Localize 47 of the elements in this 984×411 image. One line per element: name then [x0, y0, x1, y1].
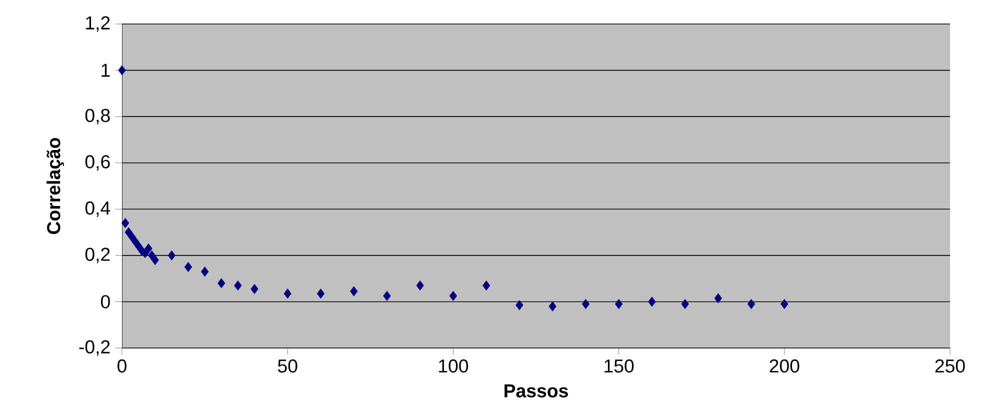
point [148, 250, 156, 260]
point [151, 255, 159, 265]
point [168, 250, 176, 260]
point [141, 248, 149, 258]
point [449, 290, 457, 301]
y-tick-label: 0,2 [85, 248, 110, 264]
x-tick-label: 100 [439, 359, 468, 373]
point [234, 280, 242, 290]
point [284, 288, 292, 299]
x-axis-title: Passos [504, 384, 568, 398]
x-tick-label: 0 [118, 359, 126, 373]
point [250, 284, 258, 294]
point [122, 218, 130, 228]
point [350, 286, 358, 296]
point [681, 299, 689, 309]
y-tick-label: 1,2 [86, 16, 110, 32]
point [201, 266, 209, 277]
y-axis-title: Correlação [46, 138, 64, 234]
point [416, 280, 424, 290]
y-tick-label: 1 [102, 64, 110, 77]
point [582, 299, 590, 309]
point [124, 227, 132, 238]
point [714, 293, 722, 304]
point [548, 301, 556, 312]
y-tick-label: 0,4 [85, 201, 110, 217]
point [482, 280, 490, 290]
y-tick-label: 0 [100, 295, 110, 308]
point [316, 288, 324, 299]
point [144, 244, 152, 254]
x-tick-label: 50 [278, 359, 298, 373]
point [516, 300, 524, 310]
point [128, 232, 136, 242]
point [748, 299, 756, 309]
point [615, 299, 623, 309]
x-tick-label: 250 [935, 359, 965, 373]
y-tick-label: -0,2 [79, 340, 110, 356]
y-tick-label: 0,6 [85, 155, 110, 171]
x-tick-label: 150 [604, 359, 634, 373]
point [118, 65, 126, 76]
point [184, 262, 192, 272]
point [648, 296, 656, 307]
point [134, 241, 142, 252]
point [383, 290, 391, 301]
y-tick-label: 0,8 [85, 108, 110, 124]
x-tick-label: 200 [770, 359, 800, 373]
point [218, 278, 226, 288]
point [780, 299, 788, 309]
